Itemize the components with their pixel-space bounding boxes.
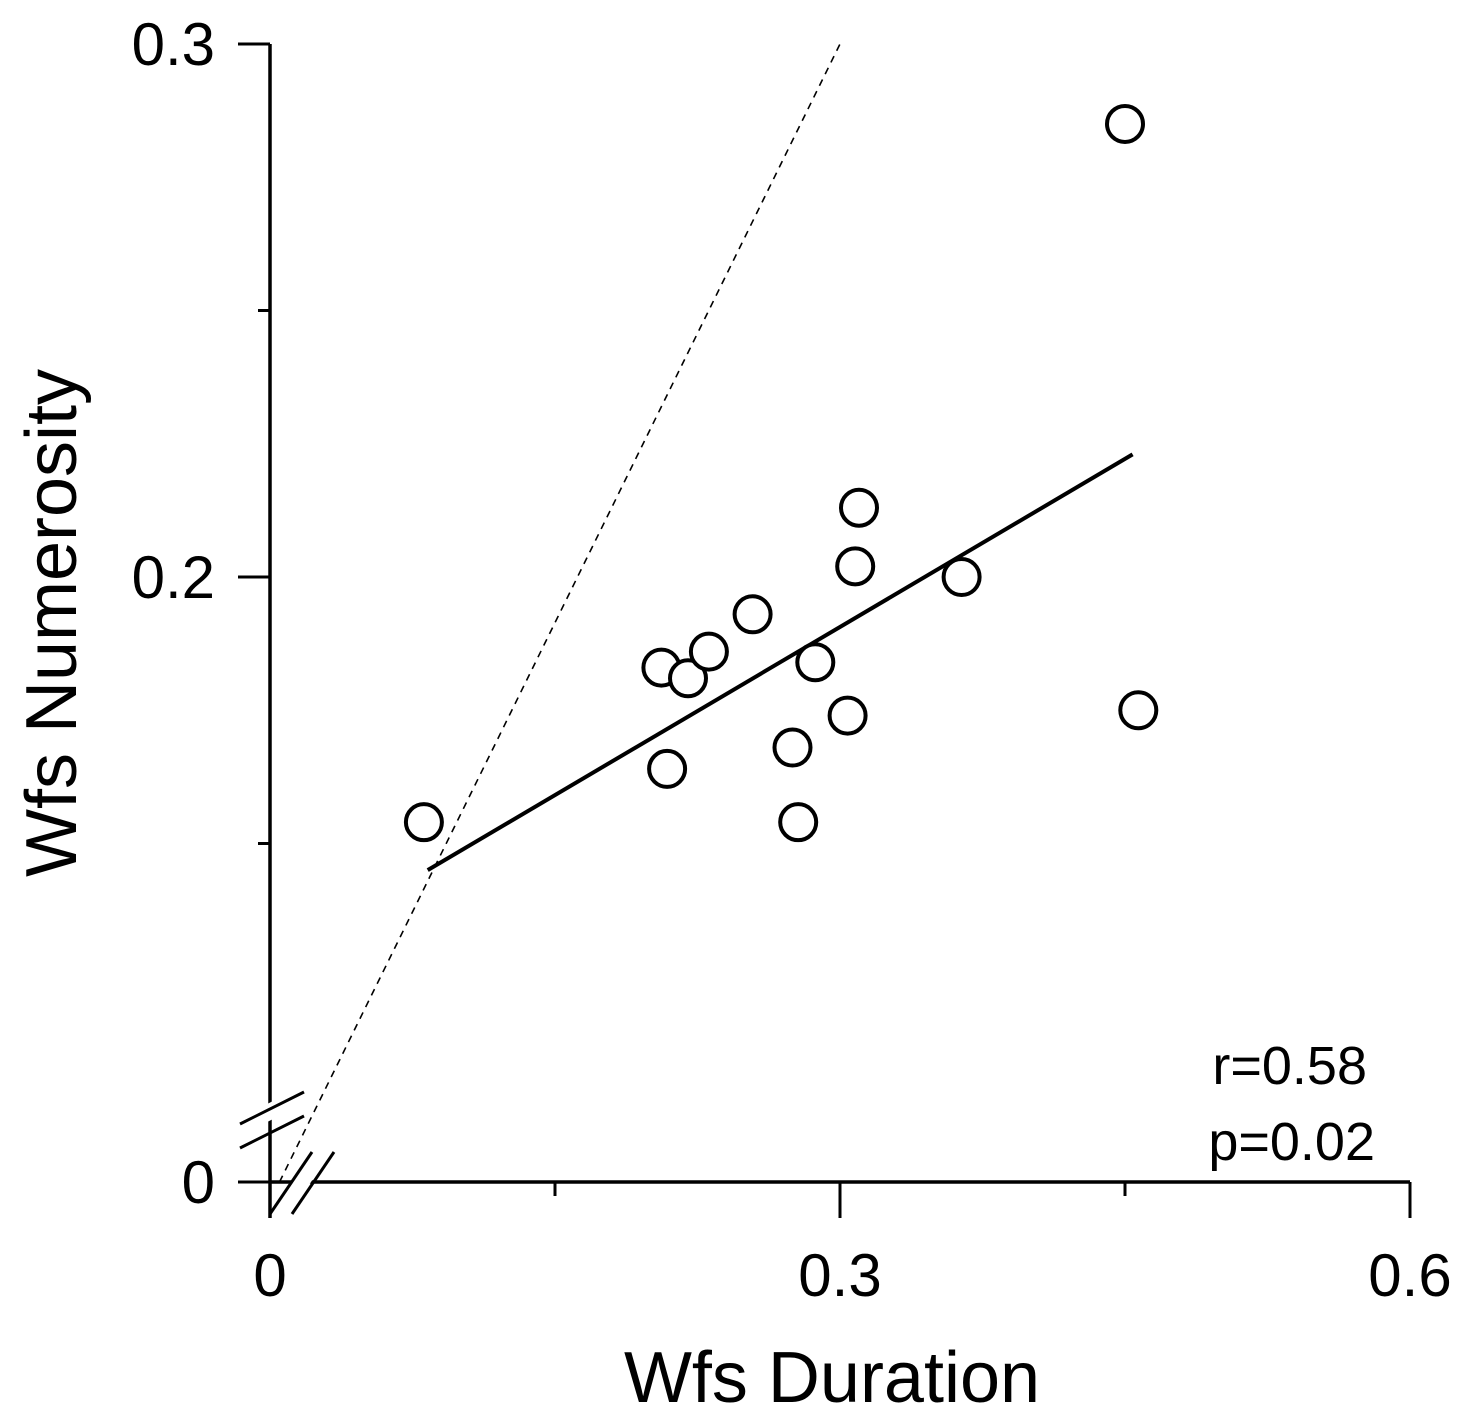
y-axis-break-gap [242, 1088, 304, 1132]
data-point [732, 594, 773, 635]
x-axis-title: Wfs Duration [624, 1338, 1040, 1418]
y-axis-title: Wfs Numerosity [12, 369, 92, 877]
correlation-r-annotation: r=0.58 [1212, 1036, 1367, 1096]
plot-area [238, 42, 1412, 1218]
y-tick-label: 0.2 [132, 544, 215, 611]
data-point [772, 727, 813, 768]
data-point [941, 557, 982, 597]
identity-dashed-line [278, 43, 841, 1183]
data-point [668, 658, 708, 699]
x-tick-label: 0.3 [798, 1242, 881, 1309]
x-axis-break-gap [281, 1155, 323, 1207]
data-point [839, 487, 879, 528]
x-axis-break-mark [268, 1151, 314, 1215]
data-points [403, 103, 1159, 843]
chart-text: Wfs Numerosity Wfs Duration r=0.58 p=0.0… [12, 11, 1452, 1418]
y-axis-break-mark [239, 1114, 305, 1150]
data-point [1118, 690, 1159, 731]
data-point [795, 642, 836, 683]
regression-fit-line [426, 452, 1134, 872]
data-point [835, 546, 876, 587]
data-point [647, 748, 688, 789]
x-axis-break-mark [290, 1151, 336, 1215]
y-axis-break-mark [239, 1090, 305, 1126]
x-tick-label: 0.6 [1368, 1242, 1451, 1309]
x-tick-label: 0 [253, 1242, 286, 1309]
data-point [827, 695, 868, 736]
data-point [403, 802, 444, 843]
p-value-annotation: p=0.02 [1208, 1112, 1375, 1172]
data-point [778, 802, 819, 843]
data-point [688, 631, 729, 672]
y-tick-label: 0.3 [132, 11, 215, 78]
y-tick-label: 0 [182, 1149, 215, 1216]
data-point [1105, 103, 1145, 144]
